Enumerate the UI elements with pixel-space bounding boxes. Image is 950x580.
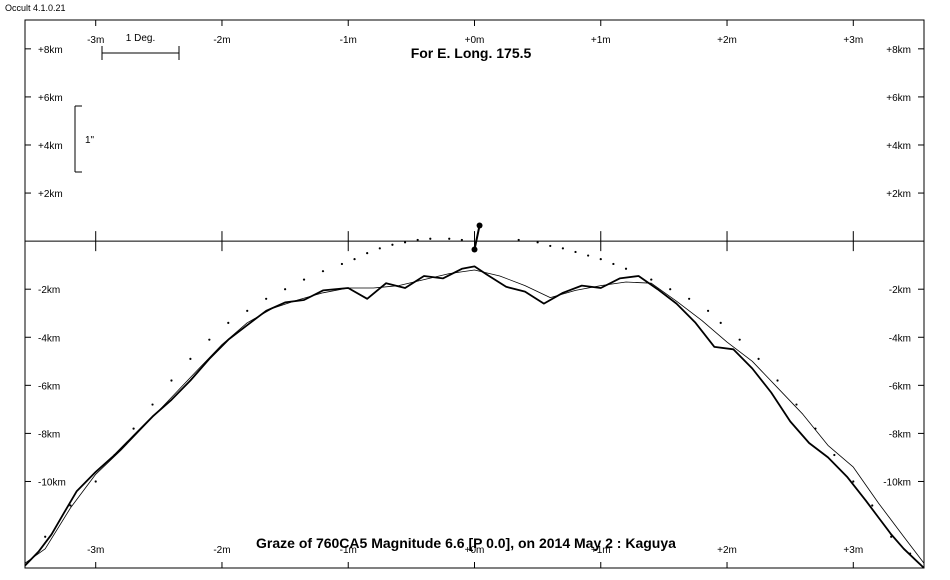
predicted-limb-point: [378, 247, 381, 250]
predicted-limb-point: [302, 278, 306, 281]
predicted-limb-point: [208, 338, 211, 341]
profile-series: [24, 237, 925, 569]
predicted-limb-point: [852, 480, 855, 483]
app-title: Occult 4.1.0.21: [5, 3, 66, 13]
deg-scale-label: 1 Deg.: [126, 33, 155, 44]
limb-profile-line: [24, 265, 925, 569]
x-tick-label-bottom: +2m: [717, 545, 737, 556]
predicted-limb-point: [189, 357, 192, 360]
predicted-limb-point: [624, 267, 628, 270]
predicted-limb-point: [284, 288, 287, 291]
predicted-limb-point: [44, 535, 47, 538]
x-tick-label-bottom: -2m: [213, 545, 230, 556]
predicted-limb-point: [536, 241, 539, 244]
predicted-limb-point: [814, 427, 817, 430]
x-tick-label-top: -3m: [87, 35, 104, 46]
y-tick-label-right: +6km: [886, 93, 911, 104]
chart-title: For E. Long. 175.5: [411, 45, 532, 61]
predicted-limb-point: [366, 252, 369, 255]
predicted-limb-point: [246, 309, 249, 312]
predicted-limb-point: [669, 288, 672, 291]
predicted-limb-point: [113, 453, 116, 457]
arcsec-scale-label: 1": [85, 135, 95, 146]
y-tick-label-left: +4km: [38, 141, 63, 152]
y-tick-label-left: -2km: [38, 285, 60, 296]
x-tick-label-top: +2m: [717, 35, 737, 46]
y-tick-label-right: +2km: [886, 189, 911, 200]
scale-bars: 1 Deg. 1": [74, 33, 180, 173]
x-tick-label-top: +0m: [465, 35, 485, 46]
predicted-limb-point: [688, 297, 691, 300]
y-tick-label-left: -6km: [38, 381, 60, 392]
y-tick-label-left: +2km: [38, 189, 63, 200]
predicted-limb-point: [561, 247, 564, 250]
predicted-limb-point: [227, 321, 230, 324]
predicted-limb-point: [353, 258, 356, 261]
predicted-limb-point: [321, 270, 325, 273]
predicted-limb-point: [612, 262, 615, 266]
y-tick-label-left: +6km: [38, 93, 63, 104]
predicted-limb-point: [265, 297, 268, 300]
y-tick-label-right: -8km: [889, 429, 911, 440]
predicted-limb-point: [340, 262, 344, 266]
predicted-limb-point: [448, 237, 451, 240]
predicted-limb-point: [391, 243, 394, 246]
x-tick-label-top: -1m: [340, 35, 357, 46]
predicted-limb-point: [151, 403, 154, 406]
star-path-line: [473, 225, 481, 250]
y-tick-label-right: +8km: [886, 45, 911, 56]
predicted-limb-point: [650, 278, 653, 281]
y-tick-label-right: -4km: [889, 333, 911, 344]
predicted-limb-point: [549, 244, 552, 248]
predicted-limb-point: [890, 535, 893, 538]
predicted-limb-point: [871, 504, 874, 507]
predicted-limb-point: [795, 403, 798, 406]
predicted-limb-point: [429, 237, 432, 240]
predicted-limb-point: [757, 357, 760, 360]
x-tick-label-bottom: -1m: [340, 545, 357, 556]
predicted-limb-point: [719, 321, 722, 324]
x-tick-label-bottom: +1m: [591, 545, 611, 556]
x-tick-label-bottom: +3m: [843, 545, 863, 556]
predicted-limb-point: [776, 379, 779, 382]
predicted-limb-point: [574, 250, 577, 254]
y-tick-label-left: -8km: [38, 429, 60, 440]
y-tick-label-left: -4km: [38, 333, 60, 344]
predicted-limb-point: [909, 552, 912, 555]
predicted-limb-point: [517, 238, 520, 242]
star-point: [471, 246, 478, 253]
predicted-limb-point: [706, 309, 710, 312]
predicted-limb-point: [416, 238, 419, 242]
predicted-limb-point: [94, 480, 97, 483]
x-tick-label-top: -2m: [213, 35, 230, 46]
y-tick-label-right: -10km: [883, 477, 911, 488]
chart-footer: Graze of 760CA5 Magnitude 6.6 [P 0.0], o…: [256, 535, 676, 551]
y-tick-label-right: +4km: [886, 141, 911, 152]
plot-frame: [24, 19, 925, 569]
predicted-limb-point: [599, 258, 602, 261]
tick-marks: [25, 20, 924, 568]
predicted-limb-point: [833, 453, 836, 457]
y-tick-label-right: -2km: [889, 285, 911, 296]
predicted-limb-point: [69, 504, 72, 507]
predicted-limb-point: [170, 379, 173, 382]
predicted-limb-point: [132, 427, 135, 430]
y-tick-label-left: -10km: [38, 477, 66, 488]
star-marker: [471, 222, 483, 253]
mean-limb-line: [24, 269, 925, 564]
x-tick-label-bottom: +0m: [465, 545, 485, 556]
limb-point: [476, 222, 483, 229]
x-tick-label-top: +3m: [843, 35, 863, 46]
y-tick-label-right: -6km: [889, 381, 911, 392]
x-tick-label-top: +1m: [591, 35, 611, 46]
x-tick-label-bottom: -3m: [87, 545, 104, 556]
predicted-limb-point: [403, 241, 407, 244]
tick-labels: -3m -3m -2m -2m -1m -1m +0m +0m +1m +1m +2m +2m +3m +…: [38, 35, 911, 556]
predicted-limb-point: [460, 238, 463, 242]
predicted-limb-point: [738, 338, 741, 341]
y-tick-label-left: +8km: [38, 45, 63, 56]
predicted-limb-point: [587, 254, 590, 257]
